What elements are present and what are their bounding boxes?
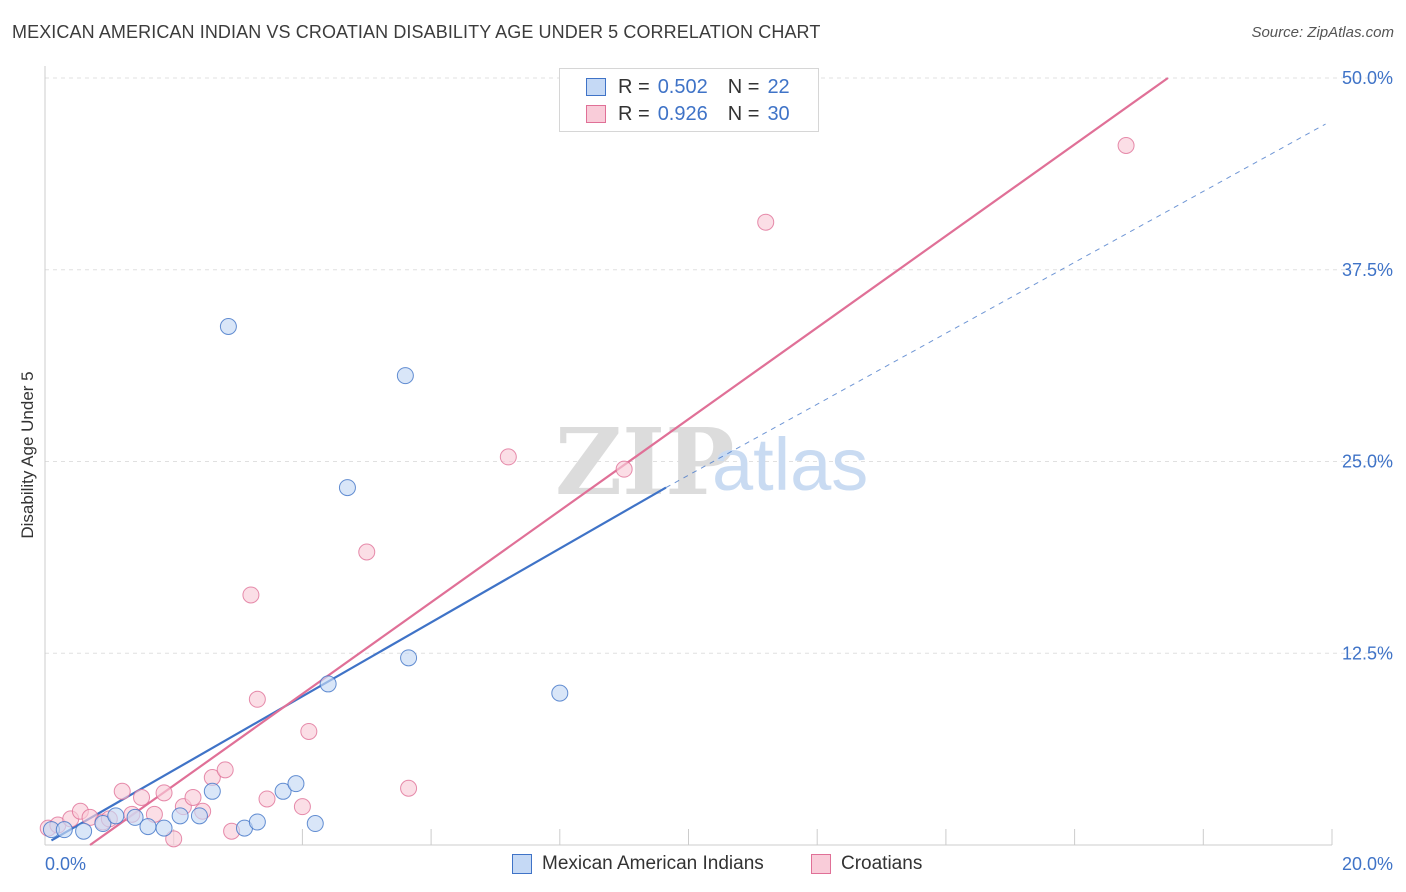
data-point-mexican-american-indians [219,318,237,336]
legend-item-mexican-american-indians[interactable]: Mexican American Indians [512,851,764,877]
data-point-mexican-american-indians [155,819,173,837]
y-tick-label: 50.0% [1342,68,1393,88]
data-point-mexican-american-indians [139,818,157,836]
data-point-mexican-american-indians [338,479,356,497]
y-tick-label: 37.5% [1342,260,1393,280]
data-point-croatians [300,722,318,740]
data-point-mexican-american-indians [203,782,221,800]
r-label: R = [618,75,650,98]
trendline-extension-mexican-american-indians [665,123,1326,489]
legend-label: Mexican American Indians [542,853,764,874]
data-point-croatians [113,782,131,800]
blue-swatch [586,78,606,96]
data-point-mexican-american-indians [75,822,93,840]
data-point-croatians [242,586,260,604]
pink-swatch [811,854,831,874]
trendline-croatians [89,77,1169,846]
data-point-mexican-american-indians [55,821,73,839]
blue-swatch [512,854,532,874]
data-point-mexican-american-indians [319,675,337,693]
y-tick-label: 12.5% [1342,643,1393,663]
stats-row-mexican-american-indians: R = 0.502 N = 22 [586,74,790,100]
gridlines [45,77,1392,654]
data-point-mexican-american-indians [287,775,305,793]
trendlines [50,77,1326,846]
r-value: 0.926 [657,102,708,125]
watermark-atlas: atlas [712,423,868,506]
legend-item-croatians[interactable]: Croatians [811,851,922,877]
data-point-croatians [757,213,775,231]
data-point-mexican-american-indians [171,807,189,825]
r-value: 0.502 [657,75,708,98]
data-point-croatians [216,761,234,779]
tick-labels: 12.5% 25.0% 37.5% 50.0% 0.0% 20.0% [45,68,1393,874]
y-tick-label: 25.0% [1342,452,1393,472]
data-point-mexican-american-indians [396,367,414,385]
watermark: ZIP atlas [555,408,868,516]
data-point-croatians [1117,136,1135,154]
data-point-mexican-american-indians [126,808,144,826]
data-point-croatians [258,790,276,808]
n-label: N = [727,75,760,98]
data-point-croatians [155,784,173,802]
r-label: R = [618,102,650,125]
data-point-mexican-american-indians [190,807,208,825]
data-point-mexican-american-indians [551,684,569,702]
data-point-croatians [400,779,418,797]
source-label: Source: ZipAtlas.com [1251,24,1394,41]
trendline-mexican-american-indians [50,486,667,842]
stats-legend: R = 0.502 N = 22 R = 0.926 N = 30 [559,68,819,132]
watermark-zip: ZIP [555,408,734,516]
data-point-mexican-american-indians [94,815,112,833]
chart-title: MEXICAN AMERICAN INDIAN VS CROATIAN DISA… [12,22,821,42]
n-value: 30 [767,102,790,125]
data-points [39,136,1135,848]
x-tick-label: 0.0% [45,854,86,874]
data-point-croatians [293,798,311,816]
legend-label: Croatians [841,853,923,874]
data-point-mexican-american-indians [306,815,324,833]
data-point-croatians [133,788,151,806]
data-point-mexican-american-indians [400,649,418,667]
data-point-croatians [165,830,183,848]
data-point-mexican-american-indians [107,807,125,825]
data-point-croatians [248,690,266,708]
data-point-mexican-american-indians [248,813,266,831]
data-point-croatians [499,448,517,466]
x-tick-label: 20.0% [1342,854,1393,874]
stats-row-croatians: R = 0.926 N = 30 [586,101,790,127]
n-label: N = [727,102,760,125]
data-point-croatians [358,543,376,561]
pink-swatch [586,105,606,123]
data-point-croatians [615,460,633,478]
data-point-croatians [184,788,202,806]
n-value: 22 [767,75,790,98]
data-point-mexican-american-indians [274,782,292,800]
